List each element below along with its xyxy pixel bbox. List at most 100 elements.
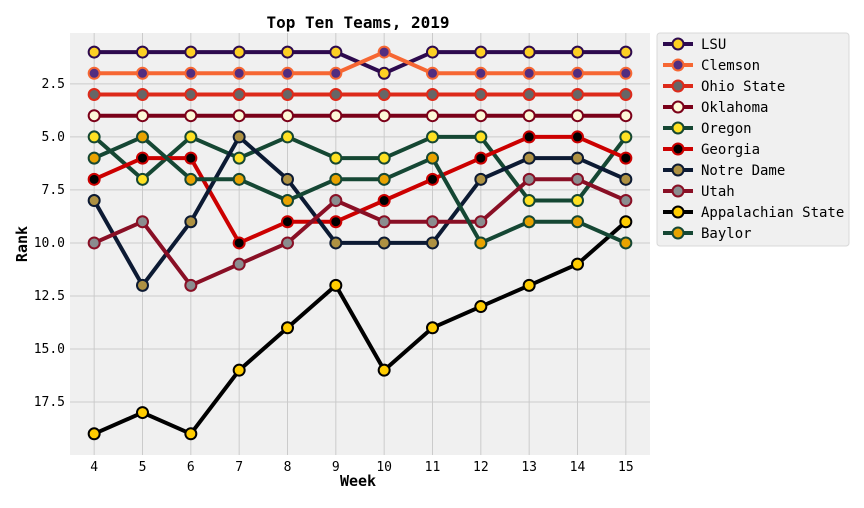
data-point-georgia	[184, 151, 198, 165]
data-point-ohio-state	[571, 87, 584, 101]
data-point-oklahoma	[87, 109, 101, 123]
data-point-lsu	[329, 45, 343, 59]
y-tick-label: 12.5	[34, 289, 65, 304]
legend: LSU Clemson Ohio State Oklahoma Oregon Georgi…	[656, 32, 850, 247]
data-point-appalachian-state	[329, 278, 343, 292]
data-point-utah	[474, 215, 488, 229]
data-point-clemson	[571, 66, 584, 80]
data-point-clemson	[87, 66, 101, 80]
data-point-notre-dame	[377, 236, 391, 250]
data-point-baylor	[426, 151, 439, 165]
data-point-oklahoma	[474, 109, 488, 123]
data-point-utah	[329, 194, 343, 208]
data-point-appalachian-state	[136, 406, 149, 420]
data-point-georgia	[136, 151, 149, 165]
data-point-oregon	[571, 194, 584, 208]
legend-label-appalachian-state: Appalachian State	[701, 205, 844, 221]
data-point-utah	[281, 236, 294, 250]
data-point-ohio-state	[377, 87, 391, 101]
data-point-georgia	[87, 172, 101, 186]
data-point-baylor	[522, 215, 536, 229]
legend-label-oregon: Oregon	[701, 121, 752, 137]
data-point-oregon	[281, 130, 294, 144]
data-point-oregon	[619, 130, 633, 144]
data-point-lsu	[474, 45, 488, 59]
data-point-clemson	[522, 66, 536, 80]
data-point-utah	[87, 236, 101, 250]
data-point-appalachian-state	[87, 427, 101, 441]
data-point-oregon	[474, 130, 488, 144]
data-point-notre-dame	[619, 172, 633, 186]
x-tick-label: 8	[284, 460, 292, 475]
x-tick-label: 9	[332, 460, 340, 475]
data-point-oklahoma	[232, 109, 246, 123]
data-point-ohio-state	[522, 87, 536, 101]
data-point-lsu	[619, 45, 633, 59]
data-point-oregon	[377, 151, 391, 165]
data-point-ohio-state	[474, 87, 488, 101]
data-point-georgia	[571, 130, 584, 144]
data-point-baylor	[377, 172, 391, 186]
data-point-utah	[619, 194, 633, 208]
data-point-lsu	[136, 45, 149, 59]
data-point-lsu	[426, 45, 439, 59]
data-point-oregon	[87, 130, 101, 144]
data-point-baylor	[619, 236, 633, 250]
data-point-ohio-state	[87, 87, 101, 101]
data-point-baylor	[281, 194, 294, 208]
data-point-lsu	[184, 45, 198, 59]
data-point-oklahoma	[377, 109, 391, 123]
legend-label-notre-dame: Notre Dame	[701, 163, 785, 179]
data-point-notre-dame	[232, 130, 246, 144]
data-point-utah	[571, 172, 584, 186]
data-point-utah	[377, 215, 391, 229]
data-point-baylor	[184, 172, 198, 186]
data-point-ohio-state	[329, 87, 343, 101]
data-point-oklahoma	[619, 109, 633, 123]
data-point-notre-dame	[87, 194, 101, 208]
x-tick-label: 14	[570, 460, 586, 475]
data-point-lsu	[571, 45, 584, 59]
y-tick-label: 2.5	[42, 77, 65, 92]
data-point-notre-dame	[571, 151, 584, 165]
data-point-utah	[184, 278, 198, 292]
legend-marker-appalachian-state	[671, 205, 685, 219]
legend-marker-notre-dame	[671, 163, 685, 177]
data-point-oklahoma	[329, 109, 343, 123]
data-point-oregon	[184, 130, 198, 144]
data-point-oregon	[329, 151, 343, 165]
data-point-oregon	[232, 151, 246, 165]
series-line-baylor	[93, 134, 627, 245]
data-point-clemson	[281, 66, 294, 80]
legend-label-clemson: Clemson	[701, 58, 760, 74]
data-point-appalachian-state	[619, 215, 633, 229]
data-point-notre-dame	[426, 236, 439, 250]
data-point-georgia	[281, 215, 294, 229]
legend-marker-georgia	[671, 142, 685, 156]
data-point-baylor	[474, 236, 488, 250]
data-point-lsu	[522, 45, 536, 59]
data-point-baylor	[136, 130, 149, 144]
x-tick-label: 12	[473, 460, 489, 475]
data-point-ohio-state	[281, 87, 294, 101]
data-point-baylor	[87, 151, 101, 165]
data-point-georgia	[474, 151, 488, 165]
series-line-oregon	[92, 134, 628, 203]
data-point-clemson	[136, 66, 149, 80]
data-point-clemson	[329, 66, 343, 80]
x-axis-label: Week	[340, 472, 376, 490]
data-point-oklahoma	[184, 109, 198, 123]
data-point-appalachian-state	[377, 363, 391, 377]
data-point-utah	[426, 215, 439, 229]
data-point-georgia	[619, 151, 633, 165]
data-point-utah	[522, 172, 536, 186]
legend-label-lsu: LSU	[701, 37, 726, 53]
data-point-oregon	[522, 194, 536, 208]
data-point-georgia	[426, 172, 439, 186]
legend-marker-oklahoma	[671, 100, 685, 114]
chart-title: Top Ten Teams, 2019	[266, 13, 449, 32]
x-tick-label: 5	[139, 460, 147, 475]
data-point-oklahoma	[136, 109, 149, 123]
